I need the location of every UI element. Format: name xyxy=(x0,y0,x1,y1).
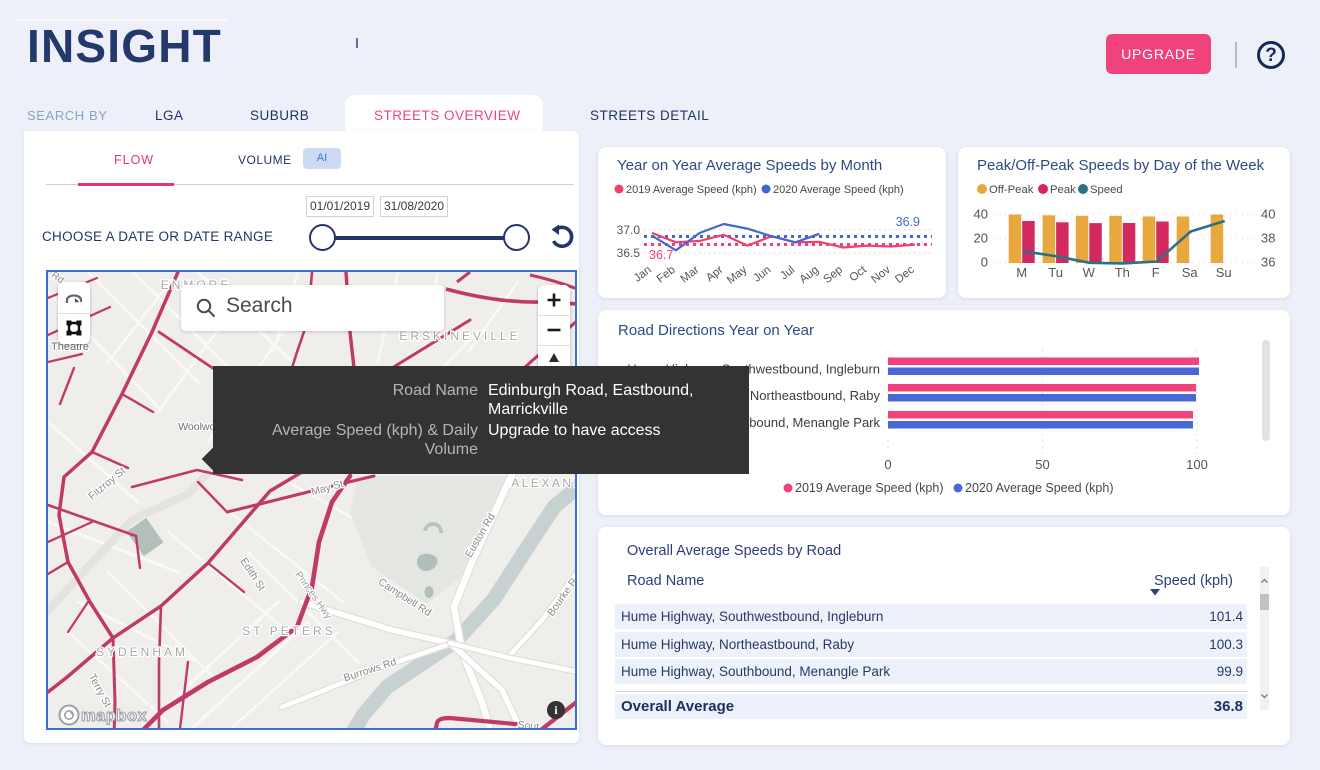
svg-text:M: M xyxy=(1016,265,1027,280)
svg-text:Off-Peak: Off-Peak xyxy=(989,184,1034,196)
svg-text:37.0: 37.0 xyxy=(617,223,641,237)
svg-text:mapbox: mapbox xyxy=(81,707,148,725)
svg-text:Mar: Mar xyxy=(679,264,702,286)
svg-text:ST PETERS: ST PETERS xyxy=(242,624,335,638)
svg-text:40: 40 xyxy=(974,207,988,222)
svg-text:F: F xyxy=(1152,265,1160,280)
svg-text:Year on Year Average Speeds by: Year on Year Average Speeds by Month xyxy=(617,157,882,174)
svg-text:2019 Average Speed (kph): 2019 Average Speed (kph) xyxy=(626,184,757,196)
svg-text:Oct: Oct xyxy=(847,263,869,284)
svg-text:Woolwort: Woolwort xyxy=(178,421,222,433)
svg-text:Sep: Sep xyxy=(822,264,846,286)
svg-text:Apr: Apr xyxy=(704,264,726,285)
svg-text:36.5: 36.5 xyxy=(617,246,641,260)
svg-text:Th: Th xyxy=(1115,265,1130,280)
svg-text:Feb: Feb xyxy=(655,264,678,286)
svg-text:ERSKINEVILLE: ERSKINEVILLE xyxy=(399,329,520,343)
svg-text:40: 40 xyxy=(1261,207,1275,222)
svg-text:0: 0 xyxy=(981,255,988,270)
svg-text:2019 Average Speed (kph): 2019 Average Speed (kph) xyxy=(795,481,944,495)
svg-text:Peak: Peak xyxy=(1050,184,1076,196)
svg-text:Nov: Nov xyxy=(869,264,893,286)
svg-text:Jan: Jan xyxy=(632,264,654,285)
svg-text:36.9: 36.9 xyxy=(896,215,920,229)
svg-text:36.7: 36.7 xyxy=(649,248,673,262)
svg-text:50: 50 xyxy=(1035,457,1049,472)
svg-text:W: W xyxy=(1083,265,1096,280)
svg-text:Sa: Sa xyxy=(1182,265,1199,280)
svg-text:Tu: Tu xyxy=(1048,265,1063,280)
svg-text:Dec: Dec xyxy=(893,264,917,286)
svg-text:Road Directions Year on Year: Road Directions Year on Year xyxy=(618,322,814,339)
svg-text:0: 0 xyxy=(884,457,891,472)
svg-text:20: 20 xyxy=(974,231,988,246)
svg-text:2020 Average Speed (kph): 2020 Average Speed (kph) xyxy=(773,184,904,196)
svg-text:Aug: Aug xyxy=(798,264,822,286)
svg-text:SYDENHAM: SYDENHAM xyxy=(96,645,188,659)
svg-text:38: 38 xyxy=(1261,231,1275,246)
svg-text:100: 100 xyxy=(1186,457,1208,472)
svg-text:Peak/Off-Peak Speeds by Day of: Peak/Off-Peak Speeds by Day of the Week xyxy=(977,157,1265,174)
svg-text:ALEXAND: ALEXAND xyxy=(511,476,577,490)
svg-text:Jun: Jun xyxy=(751,264,773,285)
svg-text:36: 36 xyxy=(1261,255,1275,270)
svg-text:2020 Average Speed (kph): 2020 Average Speed (kph) xyxy=(965,481,1114,495)
svg-text:Sout: Sout xyxy=(517,719,540,730)
svg-text:Su: Su xyxy=(1216,265,1232,280)
svg-text:Speed: Speed xyxy=(1090,184,1123,196)
svg-text:May: May xyxy=(725,264,750,287)
svg-text:Jul: Jul xyxy=(778,264,797,283)
